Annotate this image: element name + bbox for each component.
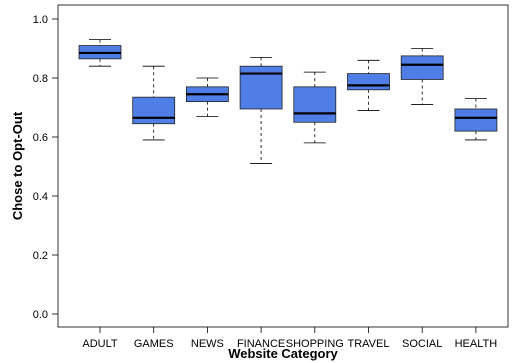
x-axis: ADULT GAMES NEWS FINANCE SHOPPING TRAVEL SOCIA… bbox=[82, 327, 497, 350]
box-games bbox=[132, 65, 176, 141]
box-social bbox=[400, 48, 444, 105]
x-axis-title: Website Category bbox=[228, 346, 338, 361]
y-tick-label: 0.6 bbox=[33, 132, 48, 144]
x-tick-label-games: GAMES bbox=[134, 338, 174, 350]
plot-frame bbox=[57, 4, 509, 328]
y-tick-label: 1.0 bbox=[33, 14, 48, 26]
x-tick-label-social: SOCIAL bbox=[402, 338, 442, 350]
box-shopping bbox=[293, 71, 337, 144]
x-tick-label-finance: FINANCE bbox=[237, 338, 285, 350]
iqr-box bbox=[347, 73, 390, 91]
x-tick-label-adult: ADULT bbox=[82, 338, 118, 350]
x-tick-label-travel: TRAVEL bbox=[348, 338, 390, 350]
box-adult bbox=[78, 39, 122, 67]
box-news bbox=[185, 77, 229, 117]
x-tick-label-health: HEALTH bbox=[455, 338, 498, 350]
y-axis-title: Chose to Opt-Out bbox=[10, 111, 25, 220]
y-axis: 0.0 0.2 0.4 0.6 0.8 1.0 bbox=[33, 14, 58, 321]
box-health bbox=[454, 98, 498, 141]
x-tick-label-shopping: SHOPPING bbox=[286, 338, 344, 350]
box-travel bbox=[347, 59, 390, 111]
y-tick-label: 0.8 bbox=[33, 73, 48, 85]
box-finance bbox=[239, 56, 283, 164]
iqr-box bbox=[400, 55, 444, 80]
y-tick-label: 0.2 bbox=[33, 250, 48, 262]
iqr-box bbox=[132, 96, 176, 125]
x-tick-label-news: NEWS bbox=[191, 338, 224, 350]
iqr-box bbox=[293, 86, 337, 123]
box-series bbox=[78, 39, 498, 164]
y-tick-label: 0.4 bbox=[33, 191, 48, 203]
y-tick-label: 0.0 bbox=[33, 309, 48, 321]
iqr-box bbox=[454, 108, 498, 132]
